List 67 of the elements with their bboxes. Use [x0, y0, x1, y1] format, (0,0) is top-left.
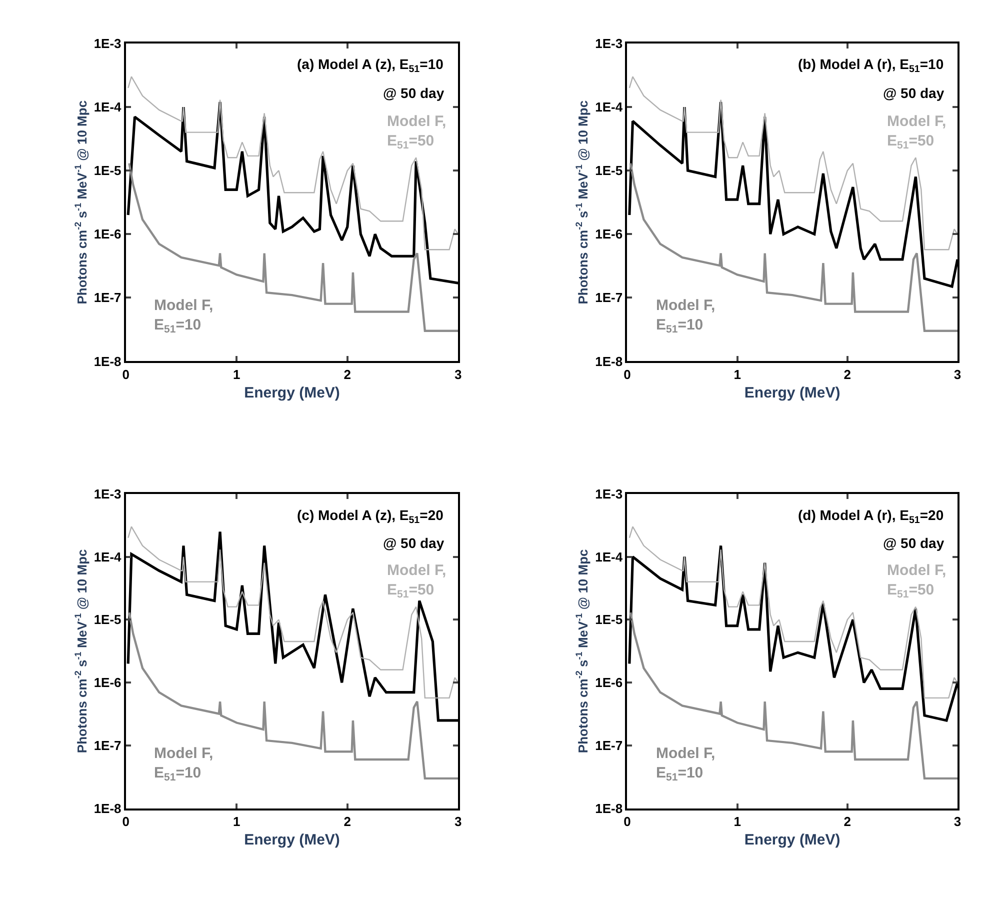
x-tick-label: 2 — [344, 366, 352, 382]
y-tick-label: 1E-5 — [595, 612, 623, 628]
y-tick-label: 1E-6 — [595, 226, 623, 242]
line-series — [628, 526, 958, 699]
x-tick-label: 0 — [122, 366, 130, 382]
line-series — [629, 162, 958, 332]
y-tick-label: 1E-5 — [595, 163, 623, 178]
y-tick-label: 1E-6 — [94, 675, 122, 690]
line-series — [128, 162, 458, 332]
x-tick-label: 0 — [624, 366, 631, 382]
series-label: Model F, E$_{51}$=50 — [387, 562, 446, 601]
x-tick-label: 3 — [954, 814, 962, 830]
x-axis-title: Energy (MeV) — [244, 832, 340, 849]
line-series — [628, 76, 958, 250]
y-tick-label: 1E-4 — [94, 100, 122, 115]
x-tick-label: 3 — [454, 366, 462, 382]
series-label: Model F, E$_{51}$=50 — [387, 113, 446, 152]
x-tick-label: 1 — [233, 814, 240, 830]
x-tick-label: 1 — [734, 814, 741, 830]
text: Model F, E$_{51}$=10 — [154, 297, 214, 336]
y-tick-label: 1E-5 — [94, 163, 122, 178]
y-tick-label: 1E-3 — [94, 36, 122, 52]
x-axis-title: Energy (MeV) — [244, 384, 340, 402]
y-tick-label: 1E-7 — [595, 290, 623, 306]
text: (c) Model A (z), E$_{51}$=20 — [297, 507, 444, 526]
y-tick-label: 1E-3 — [94, 486, 122, 502]
x-tick-label: 3 — [454, 814, 462, 830]
y-tick-label: 1E-6 — [94, 226, 122, 242]
y-tick-label: 1E-8 — [595, 354, 623, 369]
y-tick-label: 1E-6 — [595, 675, 623, 690]
y-tick-label: 1E-7 — [595, 738, 623, 754]
x-tick-label: 2 — [344, 814, 352, 830]
y-tick-label: 1E-8 — [595, 801, 623, 816]
series-label: Model F, E$_{51}$=10 — [656, 297, 716, 336]
text: Model F, E$_{51}$=10 — [154, 745, 214, 784]
text: @ 50 day — [383, 535, 444, 551]
text: (b) Model A (r), E$_{51}$=10 — [798, 56, 944, 75]
series-label: Model F, E$_{51}$=50 — [887, 113, 946, 152]
text: (a) Model A (z), E$_{51}$=10 — [297, 56, 444, 75]
y-tick-label: 1E-8 — [94, 801, 122, 816]
x-tick-label: 3 — [954, 366, 962, 382]
y-tick-label: 1E-4 — [595, 100, 624, 115]
x-tick-label: 0 — [122, 814, 130, 830]
x-tick-label: 2 — [844, 814, 852, 830]
x-axis-title: Energy (MeV) — [744, 384, 840, 402]
text: @ 50 day — [883, 85, 944, 101]
line-series — [128, 611, 458, 780]
y-tick-label: 1E-3 — [595, 486, 623, 502]
y-tick-label: 1E-7 — [94, 738, 122, 754]
y-tick-label: 1E-5 — [94, 612, 122, 628]
x-tick-label: 1 — [233, 366, 240, 382]
y-tick-label: 1E-8 — [94, 354, 122, 369]
line-series — [128, 76, 458, 250]
x-tick-label: 2 — [844, 366, 852, 382]
x-tick-label: 0 — [624, 814, 631, 830]
text: @ 50 day — [883, 535, 944, 551]
y-tick-label: 1E-4 — [94, 549, 122, 564]
line-series — [629, 611, 958, 780]
x-axis-title: Energy (MeV) — [744, 832, 840, 849]
y-tick-label: 1E-4 — [595, 549, 624, 564]
y-tick-label: 1E-3 — [595, 36, 623, 52]
text: @ 50 day — [383, 85, 444, 101]
series-label: Model F, E$_{51}$=10 — [656, 745, 716, 784]
x-tick-label: 1 — [734, 366, 741, 382]
y-tick-label: 1E-7 — [94, 290, 122, 306]
series-label: Model F, E$_{51}$=50 — [887, 562, 946, 601]
text: (d) Model A (r), E$_{51}$=20 — [798, 507, 944, 526]
